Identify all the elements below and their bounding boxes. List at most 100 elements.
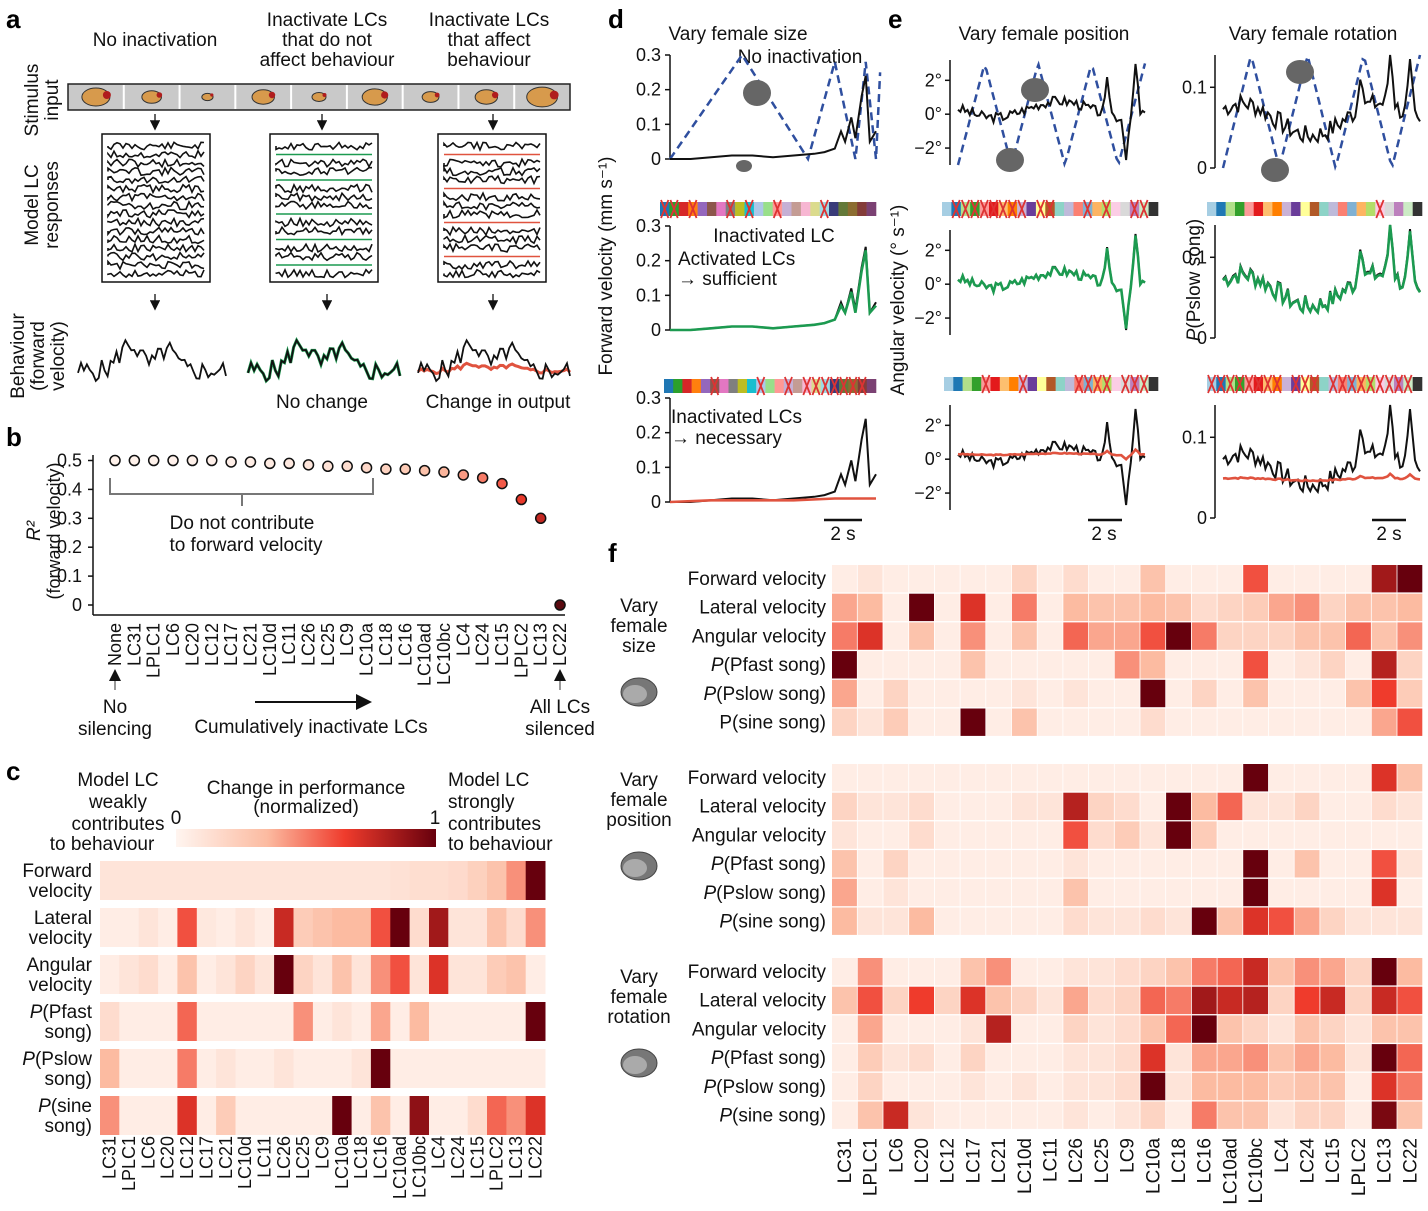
f-heat-cell	[1294, 821, 1320, 849]
f-heat-cell	[1268, 593, 1294, 622]
f-heat-cell	[1346, 850, 1371, 878]
f-heat-cell	[1320, 958, 1346, 986]
f-heat-cell	[1294, 593, 1320, 622]
e-ytick-label: 0.1	[1182, 427, 1207, 447]
b-point	[380, 463, 392, 475]
f-heat-cell	[1397, 792, 1423, 821]
f-heat-cell	[1268, 622, 1294, 650]
f-heat-cell	[832, 764, 857, 792]
f-heat-cell	[1217, 1015, 1243, 1043]
f-heat-cell	[883, 958, 909, 986]
lc-trace	[443, 259, 541, 271]
f-heat-cell	[883, 622, 909, 650]
f-row-label-italic: P	[703, 1077, 716, 1098]
lc-trace	[107, 208, 205, 219]
f-heat-cell	[1089, 679, 1114, 708]
f-row-label: Angular velocity	[692, 626, 827, 647]
lc-color-swatch	[1365, 202, 1376, 216]
f-column-label: LC20	[912, 1138, 933, 1183]
f-heat-cell	[1114, 850, 1140, 878]
f-heat-cell	[1346, 1015, 1371, 1043]
f-heat-cell	[1114, 986, 1140, 1015]
f-heat-cell	[832, 651, 857, 679]
panel-a: No inactivation Inactivate LCs that do n…	[8, 10, 571, 413]
c-heat-cell	[351, 1096, 372, 1135]
f-heat-cell	[1320, 792, 1346, 821]
lc-color-swatch	[1120, 202, 1131, 216]
c-heat-cell	[254, 861, 275, 900]
e-ytick-label: 2°	[925, 415, 942, 435]
f-heat-cell	[1089, 878, 1114, 907]
lc-color-swatch	[707, 202, 717, 216]
f-heat-cell	[1037, 764, 1063, 792]
f-heat-cell	[986, 651, 1012, 679]
cond-2-title-l1: Inactivate LCs	[267, 10, 387, 31]
f-heat-cell	[934, 1101, 960, 1129]
f-heat-cell	[1320, 1072, 1346, 1101]
b-note-all-silenced-l2: silenced	[525, 719, 595, 740]
c-heat-cell	[467, 955, 488, 994]
f-heat-cell	[1089, 651, 1114, 679]
c-right-note-l4: to behaviour	[448, 834, 553, 855]
b-point	[496, 477, 508, 490]
f-heat-cell	[1191, 593, 1217, 622]
f-heat-cell	[1346, 1044, 1371, 1072]
c-heat-cell	[332, 1002, 352, 1041]
f-heat-cell	[1114, 1072, 1140, 1101]
cross-icon	[710, 376, 720, 396]
lc-trace	[107, 200, 205, 211]
cross-icon	[1129, 199, 1140, 219]
cross-icon	[1017, 199, 1027, 219]
f-heat-cell	[934, 1044, 960, 1072]
d-note-necessary: → necessary	[671, 428, 782, 449]
f-heat-cell	[1243, 986, 1269, 1015]
f-heat-cell	[1320, 679, 1346, 708]
f-heat-cell	[1371, 850, 1397, 878]
lc-color-swatch	[1244, 202, 1254, 216]
c-heat-cell	[274, 955, 294, 994]
b-xtick-label: LC16	[395, 623, 415, 666]
f-heat-cell	[1320, 1015, 1346, 1043]
f-heat-cell	[1397, 708, 1423, 736]
lc-trace	[275, 251, 373, 262]
lc-response-box-3	[437, 133, 547, 283]
lc-color-swatch	[1337, 202, 1348, 216]
f-group-label-l2: female	[610, 616, 667, 637]
lc-color-swatch	[942, 202, 952, 216]
f-heat-cell	[1089, 708, 1114, 736]
f-column-label: LC22	[1400, 1138, 1421, 1183]
f-heat-cell	[857, 708, 883, 736]
f-heat-cell	[1140, 764, 1166, 792]
cross-icon	[811, 376, 821, 396]
c-heat-cell	[274, 861, 294, 900]
cross-icon	[1394, 374, 1404, 394]
lc-trace	[275, 141, 373, 151]
f-heat-cell	[832, 622, 857, 650]
f-column-label: LC10a	[1143, 1138, 1164, 1194]
c-row-label-l2: song)	[44, 1069, 92, 1090]
f-heat-cell	[857, 1072, 883, 1101]
lc-trace	[275, 242, 373, 254]
lc-color-swatch	[1111, 202, 1121, 216]
f-heat-cell	[1371, 593, 1397, 622]
fly-eye-icon	[381, 91, 389, 99]
cross-icon	[979, 199, 989, 219]
b-bracket	[109, 478, 374, 495]
c-heat-cell	[158, 908, 178, 947]
f-heat-cell	[1243, 958, 1269, 986]
f-heat-cell	[1191, 878, 1217, 907]
f-heat-cell	[883, 907, 909, 935]
f-row-label-text: (Pfast song)	[724, 1048, 826, 1069]
f-heat-cell	[883, 986, 909, 1015]
f-heat-cell	[960, 1015, 986, 1043]
c-heat-cell	[487, 1096, 507, 1135]
cross-icon	[970, 199, 980, 219]
panel-e: Vary female position Vary female rotatio…	[888, 24, 1423, 545]
f-heat-cell	[857, 565, 883, 593]
panel-label-b: b	[6, 422, 22, 452]
c-row-label-l1: Forward	[22, 861, 92, 882]
lc-color-swatch	[747, 379, 757, 393]
b-point	[554, 599, 566, 611]
e-ytick-label: 0	[1197, 328, 1207, 348]
f-heat-cell	[1114, 907, 1140, 935]
